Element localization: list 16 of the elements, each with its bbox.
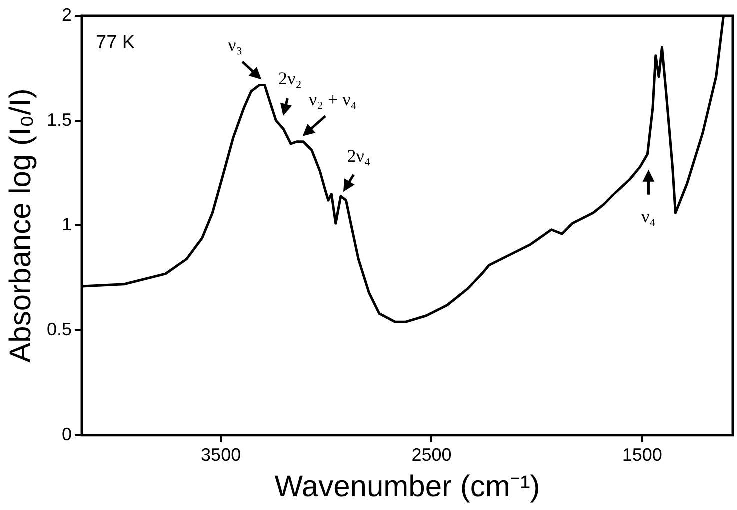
y-tick-label: 0.5 <box>46 320 72 340</box>
annotation: ν₃ <box>228 34 243 55</box>
annotation: 77 K <box>96 32 136 54</box>
annotation: 2ν₂ <box>278 68 302 89</box>
x-tick-label: 1500 <box>622 445 662 466</box>
x-tick-label: 2500 <box>412 445 452 466</box>
y-tick-label: 1.5 <box>46 110 72 130</box>
x-tick-label: 3500 <box>201 445 242 466</box>
annotation: ν₂ + ν₄ <box>309 89 358 110</box>
y-tick-label: 0 <box>62 424 72 444</box>
y-tick-label: 1 <box>62 214 72 235</box>
y-axis-title: Absorbance log (I₀/I) <box>4 88 38 363</box>
y-tick-label: 2 <box>62 4 72 25</box>
x-axis-title: Wavenumber (cm⁻¹) <box>274 470 540 504</box>
annotation: ν₄ <box>642 206 656 227</box>
annotation: 2ν₄ <box>347 146 371 166</box>
